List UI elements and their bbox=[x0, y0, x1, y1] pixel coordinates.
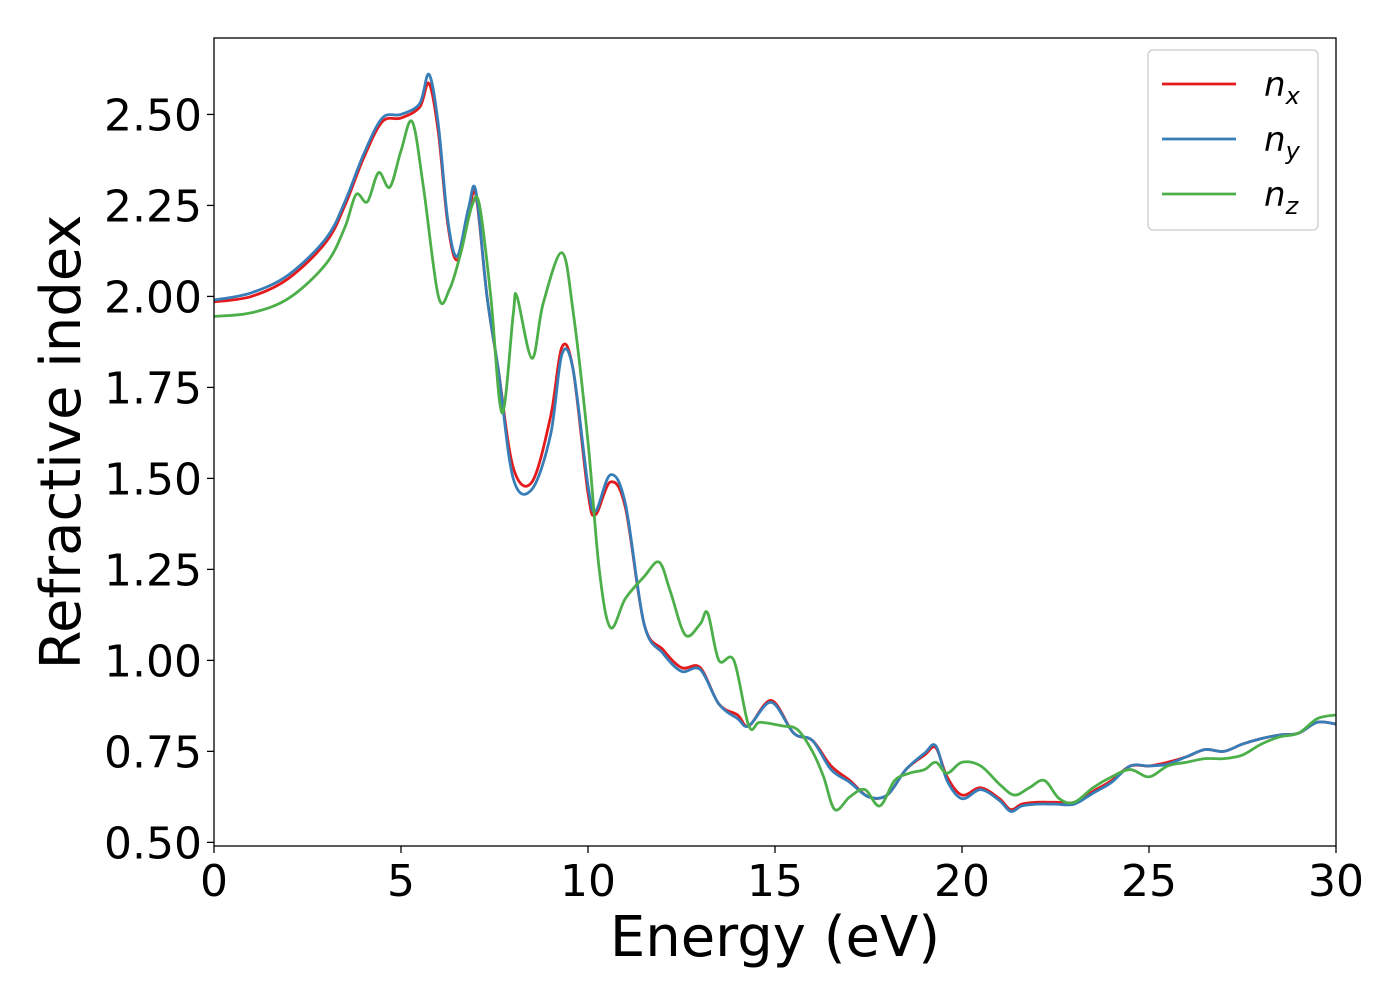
series-line-z bbox=[214, 119, 1336, 812]
y-tick-label: 1.00 bbox=[104, 636, 202, 687]
x-tick-label: 15 bbox=[747, 856, 803, 907]
y-tick-label: 1.75 bbox=[104, 363, 202, 414]
y-axis: 0.50 0.75 1.00 1.25 1.50 1.75 2.00 2.25 2.50 bbox=[104, 90, 214, 869]
y-tick-label: 2.00 bbox=[104, 272, 202, 323]
legend-label-y: ny bbox=[1264, 120, 1301, 165]
y-tick-label: 2.50 bbox=[104, 90, 202, 141]
legend-label-main: n bbox=[1264, 175, 1286, 215]
y-tick-label: 1.25 bbox=[104, 545, 202, 596]
x-tick-label: 30 bbox=[1308, 856, 1364, 907]
y-tick-label: 0.50 bbox=[104, 818, 202, 869]
x-axis: 0 5 10 15 20 25 30 bbox=[200, 846, 1364, 907]
legend-label-z: nz bbox=[1264, 175, 1300, 220]
x-axis-title: Energy (eV) bbox=[610, 905, 940, 970]
y-tick-label: 2.25 bbox=[104, 181, 202, 232]
series-layer bbox=[214, 72, 1336, 813]
series-line-y bbox=[214, 72, 1336, 813]
y-tick-label: 1.50 bbox=[104, 454, 202, 505]
legend-label-subscript: z bbox=[1285, 192, 1300, 220]
x-tick-label: 25 bbox=[1121, 856, 1177, 907]
legend-label-main: n bbox=[1264, 65, 1286, 105]
y-axis-title: Refractive index bbox=[29, 215, 94, 670]
legend-label-subscript: x bbox=[1285, 82, 1301, 110]
x-tick-label: 10 bbox=[560, 856, 616, 907]
legend-label-x: nx bbox=[1264, 65, 1301, 110]
x-tick-label: 5 bbox=[387, 856, 415, 907]
legend-label-subscript: y bbox=[1285, 137, 1301, 165]
x-tick-label: 20 bbox=[934, 856, 990, 907]
legend-label-main: n bbox=[1264, 120, 1286, 160]
x-tick-label: 0 bbox=[200, 856, 228, 907]
y-tick-label: 0.75 bbox=[104, 727, 202, 778]
